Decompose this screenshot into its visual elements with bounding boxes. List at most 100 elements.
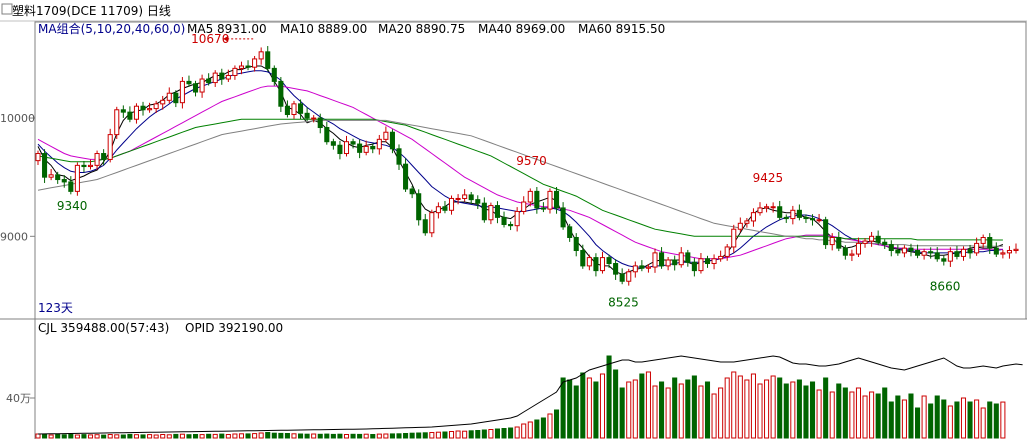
candle [718,250,724,262]
candle-body [554,190,560,209]
candle-body [829,236,835,246]
candle [337,140,343,160]
candle-body [849,253,855,256]
volume-bar [127,433,133,439]
candle [383,126,389,143]
candle [580,244,586,269]
candle [672,255,678,271]
candle-body [882,241,888,246]
legend-ma5: MA5 8931.00 [187,22,267,36]
candle [941,255,947,266]
candle [160,95,166,110]
volume-bar [803,385,809,439]
volume-bar [724,377,730,439]
candle [606,254,612,268]
candle [455,194,461,205]
candle-body [632,265,638,273]
candle [448,195,455,215]
volume-bar [599,373,606,439]
candle [554,186,560,214]
candle-body [1000,252,1006,255]
candle [645,264,651,273]
volume-bar [744,379,750,439]
candle-body [842,247,848,256]
candle-body [809,218,816,221]
candle [547,188,553,214]
volume-bar [987,401,993,439]
candle-body [737,222,743,230]
candle-body [770,206,776,209]
volume-bar [265,432,271,439]
candle [68,176,74,195]
candle [652,248,658,273]
candle [298,99,304,120]
candle [613,259,619,280]
window-menu-icon[interactable] [1,3,13,15]
volume-bar [829,391,835,439]
volume-bar [494,428,500,439]
candle [232,65,238,80]
annotation-label: 9425 [753,171,784,185]
candle [901,245,907,258]
ma-line-ma20 [37,85,1003,260]
candle [501,211,507,228]
annotation-label: 8525 [608,295,639,309]
candle [534,186,540,214]
candle [179,77,185,109]
candle [212,70,218,87]
volume-bar [311,433,317,439]
volume-bar [928,403,934,439]
candle-body [61,179,67,183]
price-tick-label: 10000 [0,112,35,125]
volume-bar [107,434,113,439]
volume-bar [573,385,579,439]
candle-body [855,242,862,255]
candle-body [915,250,921,256]
candle [895,244,901,256]
candle [665,257,671,271]
candle [127,106,133,123]
candle-body [501,216,507,225]
volume-bar [613,369,619,439]
candle [206,73,212,86]
candle [350,138,356,149]
ma-line-ma10 [37,70,1003,268]
volume-bar [442,431,448,439]
candle-body [383,131,389,140]
candle [442,200,448,214]
candle [94,150,100,170]
volume-bar [770,375,776,439]
candle-body [606,257,612,265]
candle [61,175,67,188]
candle-body [35,153,41,162]
candle [278,77,284,113]
candle-body [271,67,277,82]
candle [422,213,428,236]
candle-body [330,141,336,146]
price-axis: 10000 9000 [0,112,35,243]
price-tick-label: 9000 [0,230,28,243]
candle [219,68,225,85]
candle-body [711,258,717,265]
legend-ma60: MA60 8915.50 [578,22,665,36]
candle [521,196,527,215]
volume-bar [160,434,166,439]
candle [777,200,783,221]
volume-bar [941,399,947,439]
volume-bar [212,433,218,439]
candle-body [376,138,382,150]
candle-body [698,258,704,272]
candles [35,46,1019,286]
candle-body [166,92,172,101]
candle-body [278,80,284,107]
candle-body [580,250,586,267]
volume-bar [343,434,350,439]
volume-bars [35,355,1006,439]
volume-bar [993,403,999,439]
volume-bar [147,434,153,439]
candle [48,169,54,181]
candle [481,197,487,223]
candle [803,214,809,223]
candle [271,65,277,86]
